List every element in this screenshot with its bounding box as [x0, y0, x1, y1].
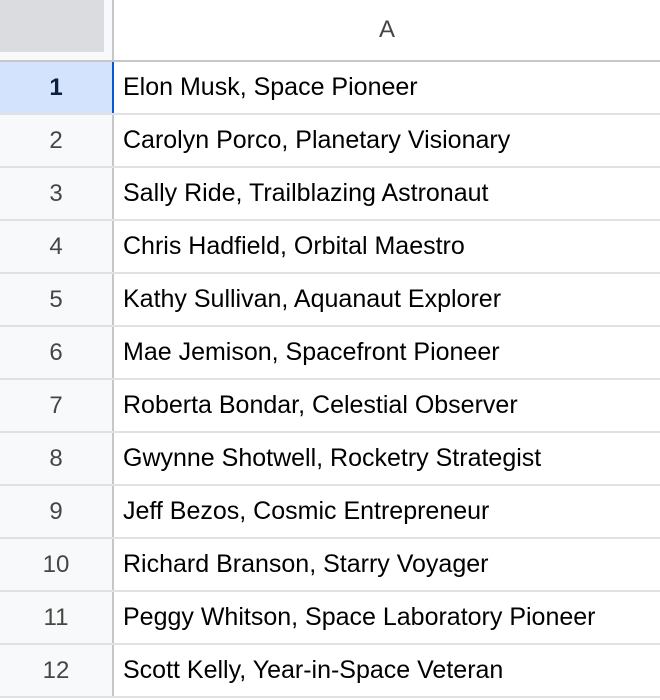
table-row: 2 Carolyn Porco, Planetary Visionary [0, 115, 660, 168]
cell-a12[interactable]: Scott Kelly, Year-in-Space Veteran [123, 656, 504, 684]
row-header-2[interactable]: 2 [0, 115, 114, 166]
table-row: 12 Scott Kelly, Year-in-Space Veteran [0, 645, 660, 698]
table-row: 5 Kathy Sullivan, Aquanaut Explorer [0, 274, 660, 327]
table-row: 3 Sally Ride, Trailblazing Astronaut [0, 168, 660, 221]
cell-a11[interactable]: Peggy Whitson, Space Laboratory Pioneer [123, 603, 596, 631]
table-row: 4 Chris Hadfield, Orbital Maestro [0, 221, 660, 274]
select-all-shade [0, 0, 104, 52]
column-header-a[interactable]: A [114, 0, 660, 60]
cell-a2[interactable]: Carolyn Porco, Planetary Visionary [123, 126, 511, 154]
row-header-11[interactable]: 11 [0, 592, 114, 643]
cell-a8[interactable]: Gwynne Shotwell, Rocketry Strategist [123, 444, 542, 472]
table-row: 10 Richard Branson, Starry Voyager [0, 539, 660, 592]
table-row: 1 Elon Musk, Space Pioneer [0, 62, 660, 115]
row-header-9[interactable]: 9 [0, 486, 114, 537]
row-header-8[interactable]: 8 [0, 433, 114, 484]
table-row: 8 Gwynne Shotwell, Rocketry Strategist [0, 433, 660, 486]
table-row: 11 Peggy Whitson, Space Laboratory Pione… [0, 592, 660, 645]
table-row: 9 Jeff Bezos, Cosmic Entrepreneur [0, 486, 660, 539]
column-header-row: A [0, 0, 660, 62]
cell-a1[interactable]: Elon Musk, Space Pioneer [123, 73, 418, 101]
cell-a5[interactable]: Kathy Sullivan, Aquanaut Explorer [123, 285, 502, 313]
select-all-corner[interactable] [0, 0, 114, 60]
row-header-4[interactable]: 4 [0, 221, 114, 272]
cell-a10[interactable]: Richard Branson, Starry Voyager [123, 550, 489, 578]
cell-a6[interactable]: Mae Jemison, Spacefront Pioneer [123, 338, 500, 366]
row-header-10[interactable]: 10 [0, 539, 114, 590]
table-row: 6 Mae Jemison, Spacefront Pioneer [0, 327, 660, 380]
table-row: 7 Roberta Bondar, Celestial Observer [0, 380, 660, 433]
cell-a7[interactable]: Roberta Bondar, Celestial Observer [123, 391, 518, 419]
row-header-12[interactable]: 12 [0, 645, 114, 696]
row-header-5[interactable]: 5 [0, 274, 114, 325]
row-header-1[interactable]: 1 [0, 62, 114, 113]
row-header-7[interactable]: 7 [0, 380, 114, 431]
cell-a3[interactable]: Sally Ride, Trailblazing Astronaut [123, 179, 489, 207]
row-header-3[interactable]: 3 [0, 168, 114, 219]
cell-a4[interactable]: Chris Hadfield, Orbital Maestro [123, 232, 465, 260]
row-header-6[interactable]: 6 [0, 327, 114, 378]
cell-a9[interactable]: Jeff Bezos, Cosmic Entrepreneur [123, 497, 490, 525]
